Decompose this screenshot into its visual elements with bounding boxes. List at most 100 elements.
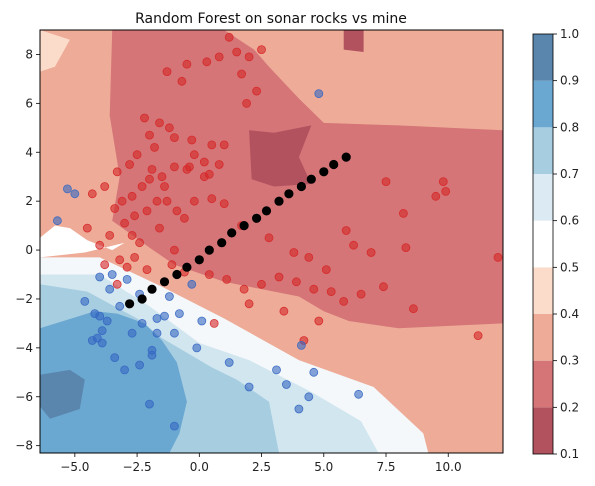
point-s1-43 [107,270,117,279]
point-s0-64 [438,177,448,187]
point-s0-66 [381,177,391,187]
point-s0-86 [162,196,172,206]
point-s0-90 [135,238,145,248]
point-s0-38 [95,240,105,250]
point-s0-4 [244,52,254,62]
point-s2-8 [217,238,227,248]
plot-area [39,29,504,454]
colorbar-tick-label: 0.3 [560,354,579,368]
point-s2-9 [227,228,237,238]
point-s1-28 [294,404,304,414]
point-s0-91 [289,248,299,257]
point-s2-19 [341,152,351,162]
point-s1-19 [160,311,169,321]
colorbar-band [533,314,553,361]
point-s1-15 [147,350,157,360]
point-s1-21 [169,421,179,431]
point-s0-23 [145,174,154,184]
point-s1-41 [314,89,324,98]
point-s0-57 [341,226,351,235]
point-s0-79 [219,140,229,150]
y-axis: −8 −6 −4 −2 0 2 4 6 8 [15,47,40,453]
y-tick-label: −6 [15,390,33,404]
point-s0-61 [408,304,418,314]
colorbar-tick-label: 0.4 [560,307,579,321]
point-s2-3 [159,277,170,287]
point-s0-7 [162,67,172,76]
point-s1-13 [135,360,145,370]
point-s1-27 [281,380,291,389]
point-s1-30 [309,367,319,377]
point-s0-12 [140,113,149,123]
point-s0-71 [110,204,120,213]
region-1 [249,125,312,187]
point-s0-45 [222,274,232,284]
point-s0-93 [356,289,366,299]
point-s0-25 [169,162,179,172]
point-s0-83 [117,196,127,206]
point-s2-12 [261,206,272,216]
x-tick-label: −2.5 [123,460,152,474]
point-s1-17 [127,328,137,338]
point-s0-18 [132,150,142,160]
colorbar-band [533,80,553,128]
point-s1-6 [102,316,112,326]
colorbar-tick-label: 0.8 [560,120,579,134]
y-tick-label: −8 [15,439,33,453]
point-s0-0 [224,32,234,42]
point-s0-31 [189,196,199,206]
point-s0-76 [214,160,224,169]
colorbar-band [533,360,553,408]
x-tick-label: 0.0 [190,460,209,474]
point-s0-78 [184,162,194,172]
point-s0-49 [291,277,301,287]
point-s0-54 [264,233,274,243]
point-s0-17 [150,142,159,152]
point-s1-20 [145,399,154,409]
point-s1-2 [53,216,62,226]
region-9 [40,30,70,72]
point-s0-32 [160,182,169,191]
point-s1-16 [137,318,147,328]
point-s0-60 [401,243,411,253]
point-s1-12 [120,365,129,375]
colorbar: 0.1 0.2 0.3 0.4 0.5 0.6 0.7 0.8 0.9 1.0 [532,27,579,461]
point-s0-58 [366,248,376,257]
point-s1-3 [80,296,90,306]
point-s1-11 [110,353,120,363]
point-s1-42 [122,274,132,284]
colorbar-frame [532,33,554,455]
y-tick-label: 8 [25,47,33,61]
point-s0-97 [279,306,289,316]
point-s1-31 [354,389,364,399]
point-s0-11 [252,86,262,96]
point-s0-8 [177,76,187,86]
point-s0-39 [100,260,110,270]
point-s0-10 [242,99,252,108]
point-s1-34 [164,292,174,301]
point-s2-18 [329,159,339,170]
point-s0-37 [105,230,115,240]
point-s2-11 [252,213,262,223]
point-s0-96 [244,299,254,309]
point-s2-14 [284,189,294,199]
point-s0-46 [239,284,249,294]
x-axis: −5.0 −2.5 0.0 2.5 5.0 7.5 10.0 [60,453,462,474]
point-s0-73 [127,230,137,240]
point-s0-9 [237,69,247,79]
colorbar-band [533,267,553,314]
point-s0-24 [157,172,167,182]
point-s2-2 [147,284,157,294]
point-s0-51 [326,287,336,297]
chart-title: Random Forest on sonar rocks vs mine [135,11,407,27]
point-s0-81 [189,150,199,160]
point-s2-0 [125,299,135,309]
point-s0-44 [204,270,214,279]
point-s0-52 [339,296,349,306]
x-tick-label: −5.0 [60,460,89,474]
point-s1-35 [174,309,184,319]
colorbar-tick-label: 0.9 [560,74,579,88]
point-s1-24 [224,358,234,367]
point-s0-74 [147,164,157,174]
